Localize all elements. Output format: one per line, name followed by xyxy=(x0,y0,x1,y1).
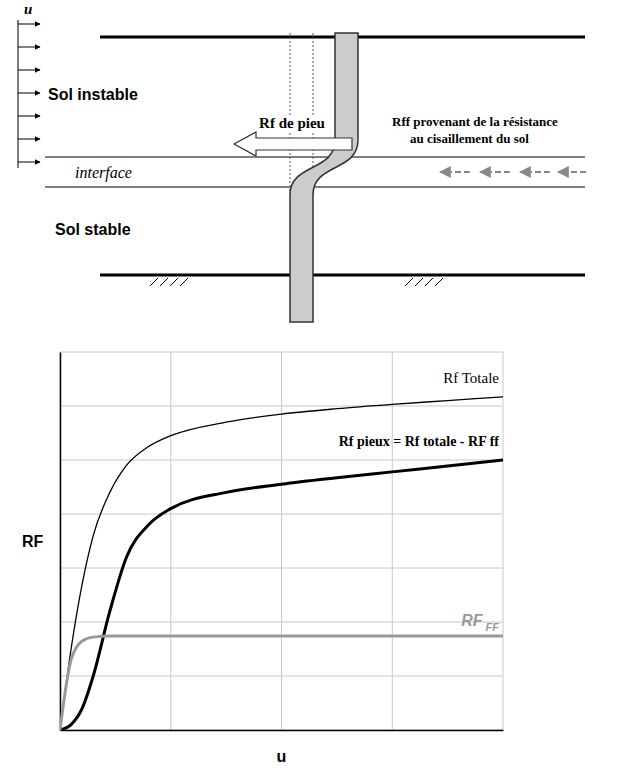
velocity-arrow xyxy=(18,162,40,163)
grid-line-x xyxy=(503,352,504,730)
velocity-arrow xyxy=(18,47,40,48)
grid-line-y xyxy=(60,514,503,515)
pile xyxy=(290,33,358,322)
hatch xyxy=(180,278,188,286)
curve-label: RF FF xyxy=(461,612,499,633)
velocity-arrow xyxy=(18,24,40,25)
pile-force-label: Rf de pieu xyxy=(259,115,325,131)
hatch xyxy=(405,278,413,286)
grid-line-y xyxy=(60,460,503,461)
interface-label: interface xyxy=(75,164,132,182)
hatch xyxy=(160,278,168,286)
curve-label: Rf Totale xyxy=(443,370,499,386)
velocity-label: u xyxy=(24,1,32,17)
x-axis-line xyxy=(61,730,504,732)
series-lines xyxy=(60,397,503,730)
bedrock-line xyxy=(100,274,585,277)
velocity-arrow xyxy=(18,70,40,71)
figure: u Sol instable interface Sol stable Rf de pi… xyxy=(0,0,617,776)
soil-force-label: Rff provenant de la résistance xyxy=(392,114,558,129)
grid-line-x xyxy=(170,352,171,730)
y-axis-title: RF xyxy=(22,533,44,550)
velocity-arrow xyxy=(18,116,40,117)
curve-labels: Rf Totale Rf pieux = Rf totale - RF ff RF … xyxy=(339,370,500,633)
label-background xyxy=(257,115,327,131)
shear-arrow xyxy=(558,171,586,173)
pile-original-outline xyxy=(290,33,291,195)
series-line xyxy=(60,636,503,730)
x-axis xyxy=(61,730,504,732)
velocity-arrow xyxy=(18,93,40,94)
y-axis xyxy=(60,353,62,731)
y-axis-line xyxy=(60,353,62,731)
soil-force-label: au cisaillement du sol xyxy=(410,131,529,146)
grid-line-y xyxy=(60,406,503,407)
hatch xyxy=(415,278,423,286)
shear-arrow xyxy=(520,171,550,173)
x-axis-title: u xyxy=(277,748,287,765)
curve-label: Rf pieux = Rf totale - RF ff xyxy=(339,434,500,449)
grid-line-x xyxy=(60,352,61,730)
grid-line-x xyxy=(392,352,393,730)
shear-arrow xyxy=(480,171,510,173)
hatch xyxy=(170,278,178,286)
diagram: u Sol instable interface Sol stable Rf de pi… xyxy=(18,1,586,322)
hatch xyxy=(425,278,433,286)
grid-line-x xyxy=(281,352,282,730)
shear-arrow xyxy=(440,171,470,173)
grid-line-y xyxy=(60,568,503,569)
layer-label: Sol stable xyxy=(55,221,131,238)
grid-line-y xyxy=(60,622,503,623)
grid-line-y xyxy=(60,730,503,731)
series-line xyxy=(60,460,503,730)
chart: Rf Totale Rf pieux = Rf totale - RF ff RF … xyxy=(22,352,504,765)
velocity-arrow xyxy=(18,139,40,140)
interface-top xyxy=(45,157,585,158)
hatch xyxy=(435,278,443,286)
hatch xyxy=(150,278,158,286)
grid-line-y xyxy=(60,352,503,353)
grid xyxy=(60,352,503,730)
velocity-axis xyxy=(18,20,19,168)
pile-force-arrow xyxy=(234,132,352,156)
series-line xyxy=(60,397,503,730)
layer-label: Sol instable xyxy=(48,86,138,103)
grid-line-y xyxy=(60,676,503,677)
